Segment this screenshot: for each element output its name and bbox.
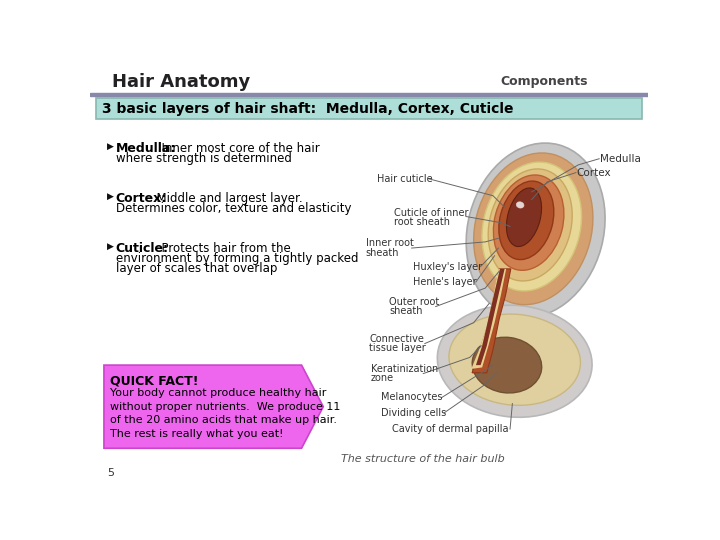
- Ellipse shape: [488, 169, 572, 281]
- Ellipse shape: [474, 153, 593, 305]
- Text: The structure of the hair bulb: The structure of the hair bulb: [341, 454, 505, 464]
- Text: Determines color, texture and elasticity: Determines color, texture and elasticity: [116, 202, 351, 215]
- Text: ▶: ▶: [107, 242, 114, 251]
- Text: Protects hair from the: Protects hair from the: [154, 242, 291, 255]
- FancyBboxPatch shape: [96, 98, 642, 119]
- Ellipse shape: [506, 188, 541, 247]
- Text: environment by forming a tightly packed: environment by forming a tightly packed: [116, 252, 358, 265]
- Ellipse shape: [472, 337, 541, 393]
- Text: 3 basic layers of hair shaft:  Medulla, Cortex, Cuticle: 3 basic layers of hair shaft: Medulla, C…: [102, 102, 513, 116]
- Text: Cavity of dermal papilla: Cavity of dermal papilla: [392, 424, 509, 434]
- Text: Dividing cells: Dividing cells: [381, 408, 446, 418]
- Text: sheath: sheath: [366, 248, 400, 258]
- Ellipse shape: [466, 143, 605, 318]
- Text: Keratinization: Keratinization: [371, 364, 438, 374]
- Text: 5: 5: [107, 468, 114, 478]
- Text: tissue layer: tissue layer: [369, 343, 426, 353]
- Ellipse shape: [493, 175, 564, 271]
- Ellipse shape: [449, 314, 580, 406]
- Text: root sheath: root sheath: [394, 217, 450, 227]
- Text: Cortex: Cortex: [577, 167, 611, 178]
- Text: Cuticle:: Cuticle:: [116, 242, 168, 255]
- Ellipse shape: [437, 305, 592, 417]
- Text: Hair cuticle: Hair cuticle: [377, 174, 433, 184]
- Ellipse shape: [482, 162, 582, 291]
- Text: ▶: ▶: [107, 192, 114, 201]
- Polygon shape: [472, 269, 506, 369]
- Text: Inner root: Inner root: [366, 239, 414, 248]
- Bar: [90, 92, 648, 96]
- Text: Medulla:: Medulla:: [116, 142, 176, 155]
- Polygon shape: [476, 269, 505, 365]
- Text: Henle's layer: Henle's layer: [413, 277, 477, 287]
- Text: layer of scales that overlap: layer of scales that overlap: [116, 262, 277, 275]
- Text: Components: Components: [500, 75, 588, 88]
- Text: ▶: ▶: [107, 142, 114, 151]
- Text: Connective: Connective: [369, 334, 424, 344]
- Text: Huxley's layer: Huxley's layer: [413, 261, 482, 272]
- Ellipse shape: [499, 181, 554, 260]
- Text: where strength is determined: where strength is determined: [116, 152, 292, 165]
- Text: QUICK FACT!: QUICK FACT!: [110, 374, 199, 387]
- Text: Middle and largest layer.: Middle and largest layer.: [149, 192, 303, 205]
- Text: sheath: sheath: [389, 306, 423, 316]
- Text: Cuticle of inner: Cuticle of inner: [394, 208, 468, 218]
- Text: Your body cannot produce healthy hair
without proper nutrients.  We produce 11
o: Your body cannot produce healthy hair wi…: [110, 388, 341, 439]
- Text: Hair Anatomy: Hair Anatomy: [112, 73, 250, 91]
- Text: Cortex:: Cortex:: [116, 192, 167, 205]
- Text: Inner most core of the hair: Inner most core of the hair: [154, 142, 320, 155]
- Text: Medulla: Medulla: [600, 154, 641, 164]
- Polygon shape: [472, 269, 510, 373]
- Text: zone: zone: [371, 373, 394, 383]
- Text: Melanocytes: Melanocytes: [381, 393, 442, 402]
- Text: Outer root: Outer root: [389, 297, 439, 307]
- Ellipse shape: [516, 202, 524, 208]
- Polygon shape: [104, 365, 323, 448]
